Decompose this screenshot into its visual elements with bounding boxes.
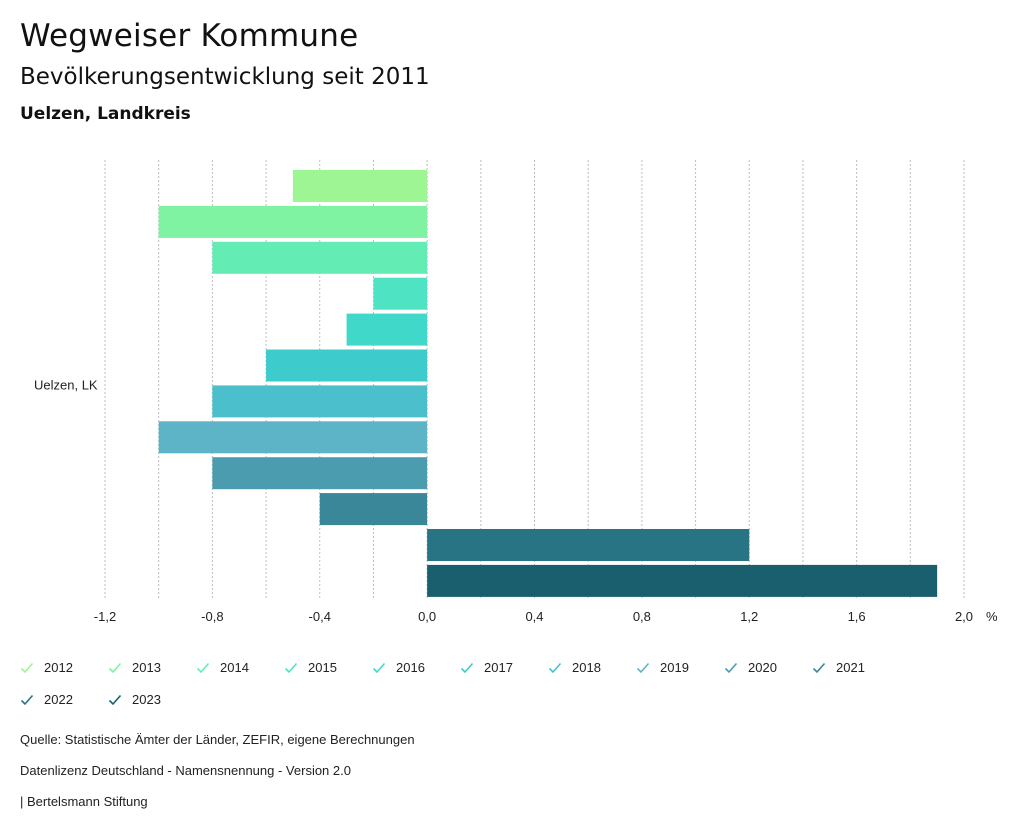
check-icon <box>548 662 562 673</box>
bar-2016 <box>346 313 428 346</box>
bar-2015 <box>373 277 428 310</box>
check-icon <box>20 694 34 705</box>
bar-2018 <box>212 385 428 418</box>
check-icon <box>636 662 650 673</box>
legend-item-2013[interactable]: 2013 <box>108 660 161 675</box>
legend-item-2012[interactable]: 2012 <box>20 660 73 675</box>
legend-item-2021[interactable]: 2021 <box>812 660 865 675</box>
bar-2019 <box>158 421 428 454</box>
legend-label: 2014 <box>220 660 249 675</box>
x-tick-label: -0,4 <box>309 609 331 624</box>
legend-item-2018[interactable]: 2018 <box>548 660 601 675</box>
legend-item-2016[interactable]: 2016 <box>372 660 425 675</box>
bar-2012 <box>292 170 428 202</box>
bar-2020 <box>212 457 428 490</box>
x-tick-label: -0,8 <box>201 609 223 624</box>
legend-label: 2013 <box>132 660 161 675</box>
bar-2014 <box>212 241 428 274</box>
legend-item-2020[interactable]: 2020 <box>724 660 777 675</box>
legend-label: 2015 <box>308 660 337 675</box>
legend-label: 2012 <box>44 660 73 675</box>
x-tick-label: 0,0 <box>418 609 436 624</box>
legend-label: 2017 <box>484 660 513 675</box>
check-icon <box>196 662 210 673</box>
chart-title: Wegweiser Kommune <box>20 18 359 54</box>
legend-label: 2021 <box>836 660 865 675</box>
region-label: Uelzen, Landkreis <box>20 104 191 124</box>
check-icon <box>284 662 298 673</box>
bar-2013 <box>158 205 428 238</box>
x-tick-label: 1,6 <box>848 609 866 624</box>
publisher-note: | Bertelsmann Stiftung <box>20 794 148 809</box>
bar-chart: Uelzen, LK -1,2 -0,8 -0,4 0,0 0,4 0,8 1,2 1,6 2,0… <box>34 160 998 624</box>
license-note: Datenlizenz Deutschland - Namensnennung … <box>20 763 351 778</box>
bar-2022 <box>427 529 750 561</box>
check-icon <box>724 662 738 673</box>
legend-item-2017[interactable]: 2017 <box>460 660 513 675</box>
chart-subtitle: Bevölkerungsentwicklung seit 2011 <box>20 64 430 90</box>
legend-item-2023[interactable]: 2023 <box>108 692 161 707</box>
x-tick-label: 0,8 <box>633 609 651 624</box>
x-tick-label: 2,0 <box>955 609 973 624</box>
legend-label: 2022 <box>44 692 73 707</box>
x-axis-unit: % <box>986 609 998 624</box>
bar-2017 <box>266 349 428 382</box>
legend-label: 2018 <box>572 660 601 675</box>
source-note: Quelle: Statistische Ämter der Länder, Z… <box>20 732 415 747</box>
check-icon <box>108 662 122 673</box>
check-icon <box>812 662 826 673</box>
legend-item-2014[interactable]: 2014 <box>196 660 249 675</box>
bar-2021 <box>319 493 428 526</box>
legend-item-2019[interactable]: 2019 <box>636 660 689 675</box>
legend-label: 2019 <box>660 660 689 675</box>
bar-2023 <box>427 564 938 597</box>
legend-label: 2023 <box>132 692 161 707</box>
legend-item-2022[interactable]: 2022 <box>20 692 73 707</box>
x-tick-label: 1,2 <box>740 609 758 624</box>
legend-item-2015[interactable]: 2015 <box>284 660 337 675</box>
check-icon <box>20 662 34 673</box>
check-icon <box>108 694 122 705</box>
category-label: Uelzen, LK <box>34 377 98 392</box>
legend-label: 2020 <box>748 660 777 675</box>
x-tick-label: 0,4 <box>525 609 543 624</box>
x-tick-label: -1,2 <box>94 609 116 624</box>
check-icon <box>372 662 386 673</box>
check-icon <box>460 662 474 673</box>
legend-label: 2016 <box>396 660 425 675</box>
